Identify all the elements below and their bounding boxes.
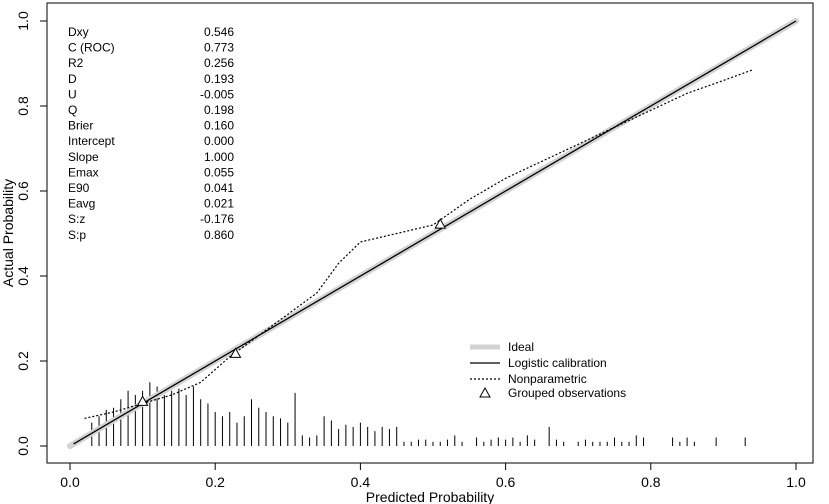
stat-label: S:p [68, 228, 86, 242]
legend-label: Grouped observations [508, 386, 626, 400]
stat-value: 0.546 [204, 25, 234, 39]
stat-label: Brier [68, 119, 93, 133]
x-tick-label: 0.4 [351, 474, 371, 490]
stat-value: 1.000 [204, 150, 234, 164]
legend-label: Logistic calibration [508, 356, 607, 370]
stat-label: Intercept [68, 134, 115, 148]
stat-value: 0.198 [204, 103, 234, 117]
legend-swatch-grouped [479, 386, 491, 398]
stat-value: 0.055 [204, 165, 234, 179]
y-axis-title: Actual Probability [0, 179, 16, 287]
y-tick-label: 0.6 [15, 181, 31, 201]
stat-value: 0.160 [204, 119, 234, 133]
nonparametric-line [84, 69, 753, 419]
stat-label: S:z [68, 212, 85, 226]
stat-label: Slope [68, 150, 99, 164]
stat-label: Eavg [68, 197, 95, 211]
stat-label: E90 [68, 181, 90, 195]
x-tick-label: 0.6 [496, 474, 516, 490]
grouped-observation-point [229, 347, 242, 358]
x-tick-label: 0.0 [60, 474, 80, 490]
y-tick-label: 0.0 [15, 436, 31, 456]
stat-value: 0.021 [204, 197, 234, 211]
legend-label: Ideal [508, 340, 534, 354]
stat-value: 0.193 [204, 72, 234, 86]
stat-label: D [68, 72, 77, 86]
stat-label: Emax [68, 165, 99, 179]
stat-label: C (ROC) [68, 41, 115, 55]
logistic-calibration-line [73, 20, 797, 445]
stat-value: 0.256 [204, 56, 234, 70]
stat-value: -0.005 [200, 87, 234, 101]
y-tick-label: 0.2 [15, 351, 31, 371]
stat-label: U [68, 87, 77, 101]
x-tick-label: 0.8 [641, 474, 661, 490]
x-tick-label: 0.2 [205, 474, 225, 490]
stat-value: 0.041 [204, 181, 234, 195]
x-axis-title: Predicted Probability [366, 489, 494, 504]
stat-label: R2 [68, 56, 84, 70]
grouped-observation-point [434, 218, 447, 229]
stat-label: Dxy [68, 25, 89, 39]
stat-label: Q [68, 103, 77, 117]
y-tick-label: 0.4 [15, 266, 31, 286]
plot-frame [46, 2, 814, 464]
y-tick-label: 0.8 [15, 96, 31, 116]
y-tick-label: 1.0 [15, 11, 31, 31]
stat-value: 0.000 [204, 134, 234, 148]
stat-value: 0.860 [204, 228, 234, 242]
grouped-observation-point [136, 395, 149, 406]
stat-value: 0.773 [204, 41, 234, 55]
x-tick-label: 1.0 [786, 474, 806, 490]
stat-value: -0.176 [200, 212, 234, 226]
legend-label: Nonparametric [508, 372, 587, 386]
